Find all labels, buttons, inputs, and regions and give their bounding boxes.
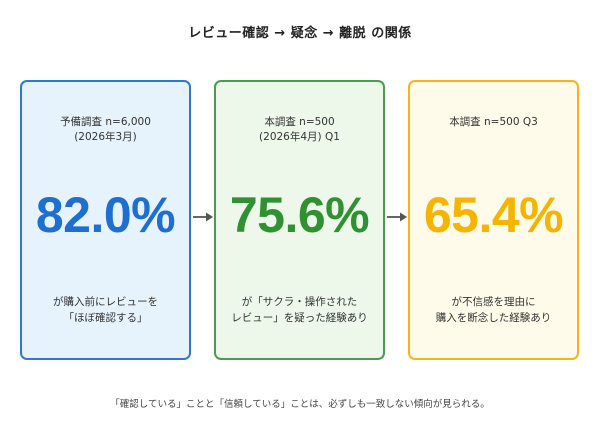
card-label-line: 予備調査 n=6,000	[60, 116, 151, 128]
card-label-line: (2026年4月) Q1	[259, 131, 340, 143]
card-label-line: 本調査 n=500	[264, 116, 335, 128]
card-label-line: (2026年3月)	[74, 131, 137, 143]
card-label-line: 本調査 n=500 Q3	[449, 116, 538, 128]
arrow-right-icon	[387, 212, 407, 222]
card-label: 本調査 n=500 Q3	[410, 115, 577, 130]
card-label: 本調査 n=500 (2026年4月) Q1	[216, 115, 383, 145]
card-value: 65.4%	[423, 187, 564, 243]
card-description-line: が不信感を理由に	[451, 296, 536, 308]
card-description-line: 購入を断念した経験あり	[435, 312, 552, 324]
card-main-survey-q3: 本調査 n=500 Q3 65.4% が不信感を理由に 購入を断念した経験あり	[408, 80, 579, 360]
card-description-line: が「サクラ・操作された	[241, 296, 358, 308]
card-value: 75.6%	[229, 187, 370, 243]
arrow-right-icon	[193, 212, 213, 222]
footnote: 「確認している」ことと「信頼している」ことは、必ずしも一致しない傾向が見られる。	[110, 399, 490, 410]
page-title: レビュー確認 → 疑念 → 離脱 の関係	[188, 26, 412, 41]
card-main-survey-q1: 本調査 n=500 (2026年4月) Q1 75.6% が「サクラ・操作された…	[214, 80, 385, 360]
card-value: 82.0%	[35, 187, 176, 243]
card-description: が「サクラ・操作された レビュー」を疑った経験あり	[216, 294, 383, 326]
card-description-line: レビュー」を疑った経験あり	[231, 312, 368, 324]
card-label: 予備調査 n=6,000 (2026年3月)	[22, 115, 189, 145]
card-description: が購入前にレビューを 「ほぼ確認する」	[22, 294, 189, 326]
card-preliminary-survey: 予備調査 n=6,000 (2026年3月) 82.0% が購入前にレビューを …	[20, 80, 191, 360]
card-description-line: が購入前にレビューを	[53, 296, 158, 308]
card-description-line: 「ほぼ確認する」	[63, 312, 148, 324]
card-description: が不信感を理由に 購入を断念した経験あり	[410, 294, 577, 326]
